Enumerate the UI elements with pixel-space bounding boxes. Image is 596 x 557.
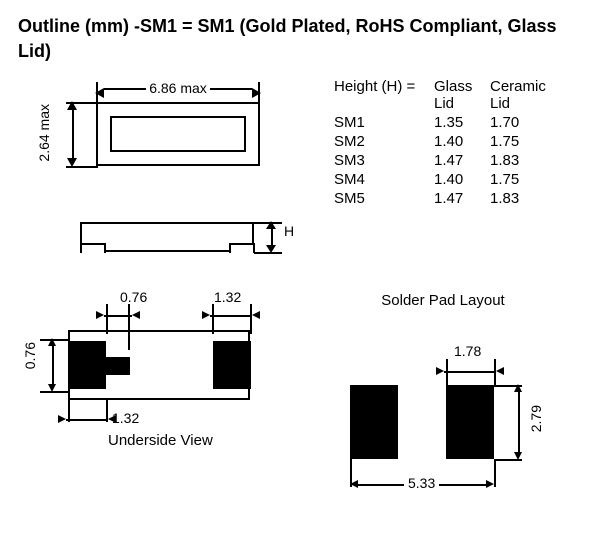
height-table-col2-l1: Ceramic xyxy=(490,78,550,95)
side-view-height-dim xyxy=(262,222,280,252)
side-view-foot-left xyxy=(80,243,106,253)
solder-pad-left xyxy=(350,385,398,459)
top-view-lid xyxy=(110,116,246,152)
solder-pad-diagram: 1.78 2.79 5.33 xyxy=(318,329,578,539)
underside-pad-left xyxy=(68,341,106,389)
height-table: Height (H) = Glass Ceramic Lid Lid SM1 1… xyxy=(334,78,578,207)
solder-pad-s-dim: 5.33 xyxy=(350,475,494,493)
underside-vdim xyxy=(44,339,60,391)
top-view-height-label: 2.64 max xyxy=(36,104,52,162)
top-view-width-label: 6.86 max xyxy=(146,80,210,96)
table-row: SM1 1.35 1.70 xyxy=(334,114,578,131)
table-row: SM4 1.40 1.75 xyxy=(334,171,578,188)
solder-pad-h-label: 2.79 xyxy=(528,405,544,432)
top-view-diagram: 6.86 max 2.64 max xyxy=(18,78,288,188)
height-table-lead: Height (H) = xyxy=(334,78,434,95)
underside-pad-left-tab xyxy=(106,357,130,375)
solder-pad-h-dim xyxy=(510,385,526,459)
solder-pad-w-dim xyxy=(446,363,494,379)
table-row: SM5 1.47 1.83 xyxy=(334,190,578,207)
underside-dim-076 xyxy=(106,306,130,324)
table-row: SM2 1.40 1.75 xyxy=(334,133,578,150)
height-table-col1-l2: Lid xyxy=(434,95,490,112)
side-view-height-symbol: H xyxy=(284,223,294,239)
solder-pad-s-label: 5.33 xyxy=(404,475,439,491)
underside-diagram: 0.76 1.32 0.76 1.32 xyxy=(18,292,298,462)
top-view-width-dim: 6.86 max xyxy=(96,78,260,98)
side-view-body xyxy=(80,222,254,252)
solder-pad-title: Solder Pad Layout xyxy=(308,292,578,309)
side-view-foot-right xyxy=(229,243,255,253)
underside-dim-076-label: 0.76 xyxy=(120,289,147,305)
underside-pad-right xyxy=(213,341,251,389)
underside-dim-132b xyxy=(68,410,106,428)
top-row: 6.86 max 2.64 max H xyxy=(18,78,578,292)
underside-dim-132r-label: 1.32 xyxy=(214,289,241,305)
solder-pad-right xyxy=(446,385,494,459)
underside-caption: Underside View xyxy=(108,432,213,449)
underside-dim-132b-label: 1.32 xyxy=(112,410,139,426)
underside-vdim-label: 0.76 xyxy=(22,342,38,369)
top-view-height-dim xyxy=(62,102,82,166)
height-table-col2-l2: Lid xyxy=(490,95,550,112)
bottom-row: 0.76 1.32 0.76 1.32 xyxy=(18,292,578,539)
page-title: Outline (mm) -SM1 = SM1 (Gold Plated, Ro… xyxy=(18,14,578,64)
side-view-diagram: H xyxy=(18,206,288,262)
solder-pad-w-label: 1.78 xyxy=(454,343,481,359)
underside-dim-132r xyxy=(212,306,250,324)
underside-body xyxy=(68,330,250,400)
top-view-body xyxy=(96,102,260,166)
table-row: SM3 1.47 1.83 xyxy=(334,152,578,169)
height-table-col1-l1: Glass xyxy=(434,78,490,95)
